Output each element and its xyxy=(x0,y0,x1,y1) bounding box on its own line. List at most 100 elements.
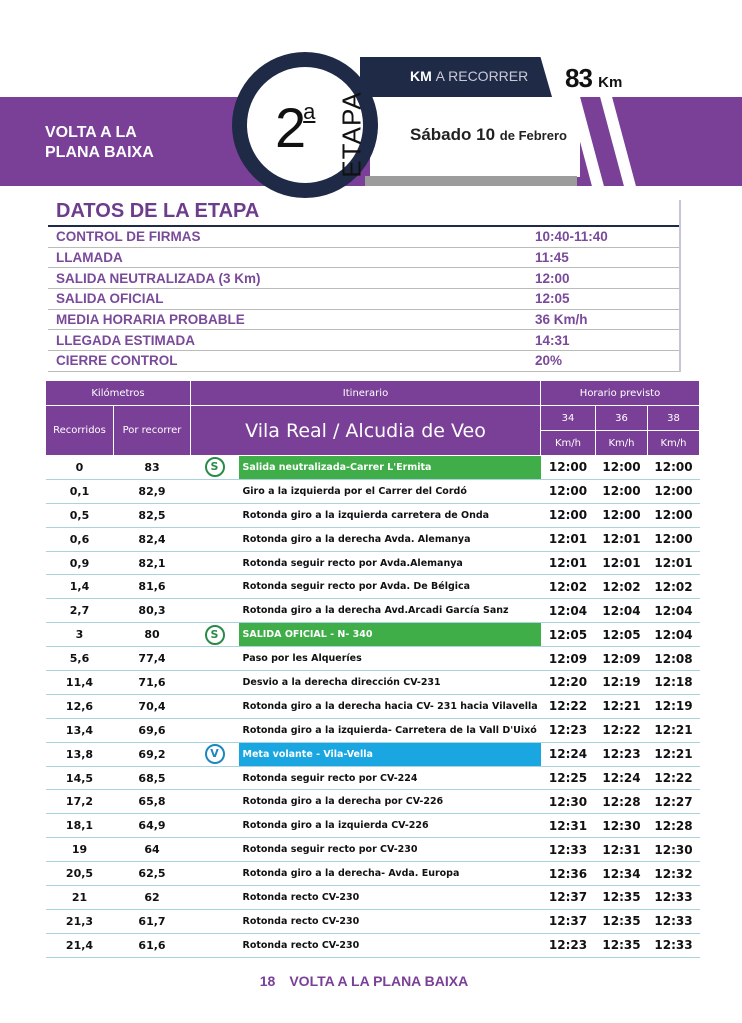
km-por-recorrer: 65,8 xyxy=(113,789,191,815)
itinerary-description: Giro a la izquierda por el Carrer del Co… xyxy=(238,479,541,504)
itinerary-description: Paso por les Alqueríes xyxy=(238,646,541,672)
itinerary-description: Rotonda giro a la derecha hacia CV- 231 … xyxy=(238,694,541,719)
km-por-recorrer: 83 xyxy=(113,455,191,480)
stage-data-value: 10:40-11:40 xyxy=(535,229,608,245)
time-38: 12:01 xyxy=(647,551,700,576)
time-38: 12:04 xyxy=(647,598,700,624)
time-36: 12:35 xyxy=(595,885,648,910)
km-por-recorrer: 64,9 xyxy=(113,813,191,839)
time-34: 12:37 xyxy=(540,885,596,910)
speed-36: 36 xyxy=(595,405,648,431)
km-label: KM A RECORRER xyxy=(410,68,529,84)
stage-data-row: LLEGADA ESTIMADA 14:31 xyxy=(48,330,679,352)
stage-data-value: 14:31 xyxy=(535,332,570,348)
km-recorridos: 17,2 xyxy=(45,789,114,815)
km-por-recorrer: 80,3 xyxy=(113,598,191,624)
time-38: 12:00 xyxy=(647,527,700,552)
time-34: 12:01 xyxy=(540,551,596,576)
km-por-recorrer: 62 xyxy=(113,885,191,910)
itinerary-description: Rotonda giro a la derecha- Avda. Europa xyxy=(238,861,541,887)
time-38: 12:33 xyxy=(647,909,700,934)
km-por-recorrer: 70,4 xyxy=(113,694,191,719)
table-row: 0,5 82,5 Rotonda giro a la izquierda car… xyxy=(45,503,700,528)
footer-title: VOLTA A LA PLANA BAIXA xyxy=(289,973,469,989)
km-recorridos: 0,1 xyxy=(45,479,114,504)
stage-data-label: CIERRE CONTROL xyxy=(56,353,178,369)
time-38: 12:00 xyxy=(647,503,700,528)
table-row: 17,2 65,8 Rotonda giro a la derecha por … xyxy=(45,789,700,815)
time-36: 12:00 xyxy=(595,503,648,528)
itinerary-description: Rotonda recto CV-230 xyxy=(238,909,541,934)
time-36: 12:34 xyxy=(595,861,648,887)
time-38: 12:32 xyxy=(647,861,700,887)
km-recorridos: 5,6 xyxy=(45,646,114,672)
time-36: 12:22 xyxy=(595,718,648,743)
km-por-recorrer: 82,9 xyxy=(113,479,191,504)
table-row: 1,4 81,6 Rotonda seguir recto por Avda. … xyxy=(45,574,700,600)
date-panel xyxy=(370,97,580,177)
time-36: 12:24 xyxy=(595,766,648,791)
table-row: 14,5 68,5 Rotonda seguir recto por CV-22… xyxy=(45,766,700,791)
stage-data-row: CONTROL DE FIRMAS 10:40-11:40 xyxy=(48,227,679,248)
stage-number: 2a xyxy=(275,96,316,159)
speed-unit: Km/h xyxy=(647,430,700,456)
table-row: 0,9 82,1 Rotonda seguir recto por Avda.A… xyxy=(45,551,700,576)
itinerary-description: Meta volante - Vila-Vella xyxy=(238,742,541,767)
km-por-recorrer: 62,5 xyxy=(113,861,191,887)
stage-label: ETAPA xyxy=(336,91,367,178)
stage-data-row: SALIDA NEUTRALIZADA (3 Km) 12:00 xyxy=(48,268,679,290)
km-recorridos: 19 xyxy=(45,837,114,863)
time-36: 12:05 xyxy=(595,622,648,648)
speed-38: 38 xyxy=(647,405,700,431)
stage-data-label: CONTROL DE FIRMAS xyxy=(56,229,201,245)
itinerary-description: Rotonda seguir recto por CV-230 xyxy=(238,837,541,863)
time-38: 12:21 xyxy=(647,742,700,767)
itinerary-description: Salida neutralizada-Carrer L'Ermita xyxy=(238,455,541,480)
time-38: 12:02 xyxy=(647,574,700,600)
stage-data-row: LLAMADA 11:45 xyxy=(48,248,679,269)
time-38: 12:22 xyxy=(647,766,700,791)
event-title: VOLTA A LA PLANA BAIXA xyxy=(45,124,154,161)
itinerary-description: Rotonda seguir recto por CV-224 xyxy=(238,766,541,791)
time-38: 12:33 xyxy=(647,933,700,958)
time-34: 12:00 xyxy=(540,455,596,480)
time-36: 12:19 xyxy=(595,670,648,695)
speed-34: 34 xyxy=(540,405,596,431)
km-recorridos: 13,8 xyxy=(45,742,114,767)
km-por-recorrer: 68,5 xyxy=(113,766,191,791)
time-38: 12:08 xyxy=(647,646,700,672)
table-row: 13,4 69,6 Rotonda giro a la izquierda- C… xyxy=(45,718,700,743)
time-34: 12:25 xyxy=(540,766,596,791)
time-34: 12:33 xyxy=(540,837,596,863)
time-36: 12:28 xyxy=(595,789,648,815)
itinerary-description: Rotonda giro a la derecha por CV-226 xyxy=(238,789,541,815)
km-por-recorrer: 61,6 xyxy=(113,933,191,958)
stage-data-table: DATOS DE LA ETAPA CONTROL DE FIRMAS 10:40… xyxy=(48,200,681,372)
salida-icon: S xyxy=(204,457,225,478)
table-row: 18,1 64,9 Rotonda giro a la izquierda CV… xyxy=(45,813,700,839)
table-row: 0,6 82,4 Rotonda giro a la derecha Avda.… xyxy=(45,527,700,552)
time-36: 12:09 xyxy=(595,646,648,672)
itinerary-header: Itinerario xyxy=(190,380,541,406)
stage-data-label: LLEGADA ESTIMADA xyxy=(56,332,195,348)
itinerary-description: SALIDA OFICIAL - N- 340 xyxy=(238,622,541,648)
table-row: 21,4 61,6 Rotonda recto CV-230 12:23 12:… xyxy=(45,933,700,958)
km-recorridos: 0,6 xyxy=(45,527,114,552)
km-banner xyxy=(360,57,552,97)
time-34: 12:09 xyxy=(540,646,596,672)
recorridos-header: Recorridos xyxy=(45,405,114,456)
km-recorridos: 18,1 xyxy=(45,813,114,839)
table-row: 11,4 71,6 Desvio a la derecha dirección … xyxy=(45,670,700,695)
table-row: 2,7 80,3 Rotonda giro a la derecha Avd.A… xyxy=(45,598,700,624)
km-recorridos: 14,5 xyxy=(45,766,114,791)
time-34: 12:20 xyxy=(540,670,596,695)
km-recorridos: 21,3 xyxy=(45,909,114,934)
km-por-recorrer: 77,4 xyxy=(113,646,191,672)
time-36: 12:01 xyxy=(595,527,648,552)
itinerary-description: Rotonda giro a la izquierda- Carretera d… xyxy=(238,718,541,743)
stage-data-value: 11:45 xyxy=(535,250,569,266)
km-recorridos: 11,4 xyxy=(45,670,114,695)
km-por-recorrer: 69,2 xyxy=(113,742,191,767)
km-recorridos: 21 xyxy=(45,885,114,910)
time-34: 12:24 xyxy=(540,742,596,767)
